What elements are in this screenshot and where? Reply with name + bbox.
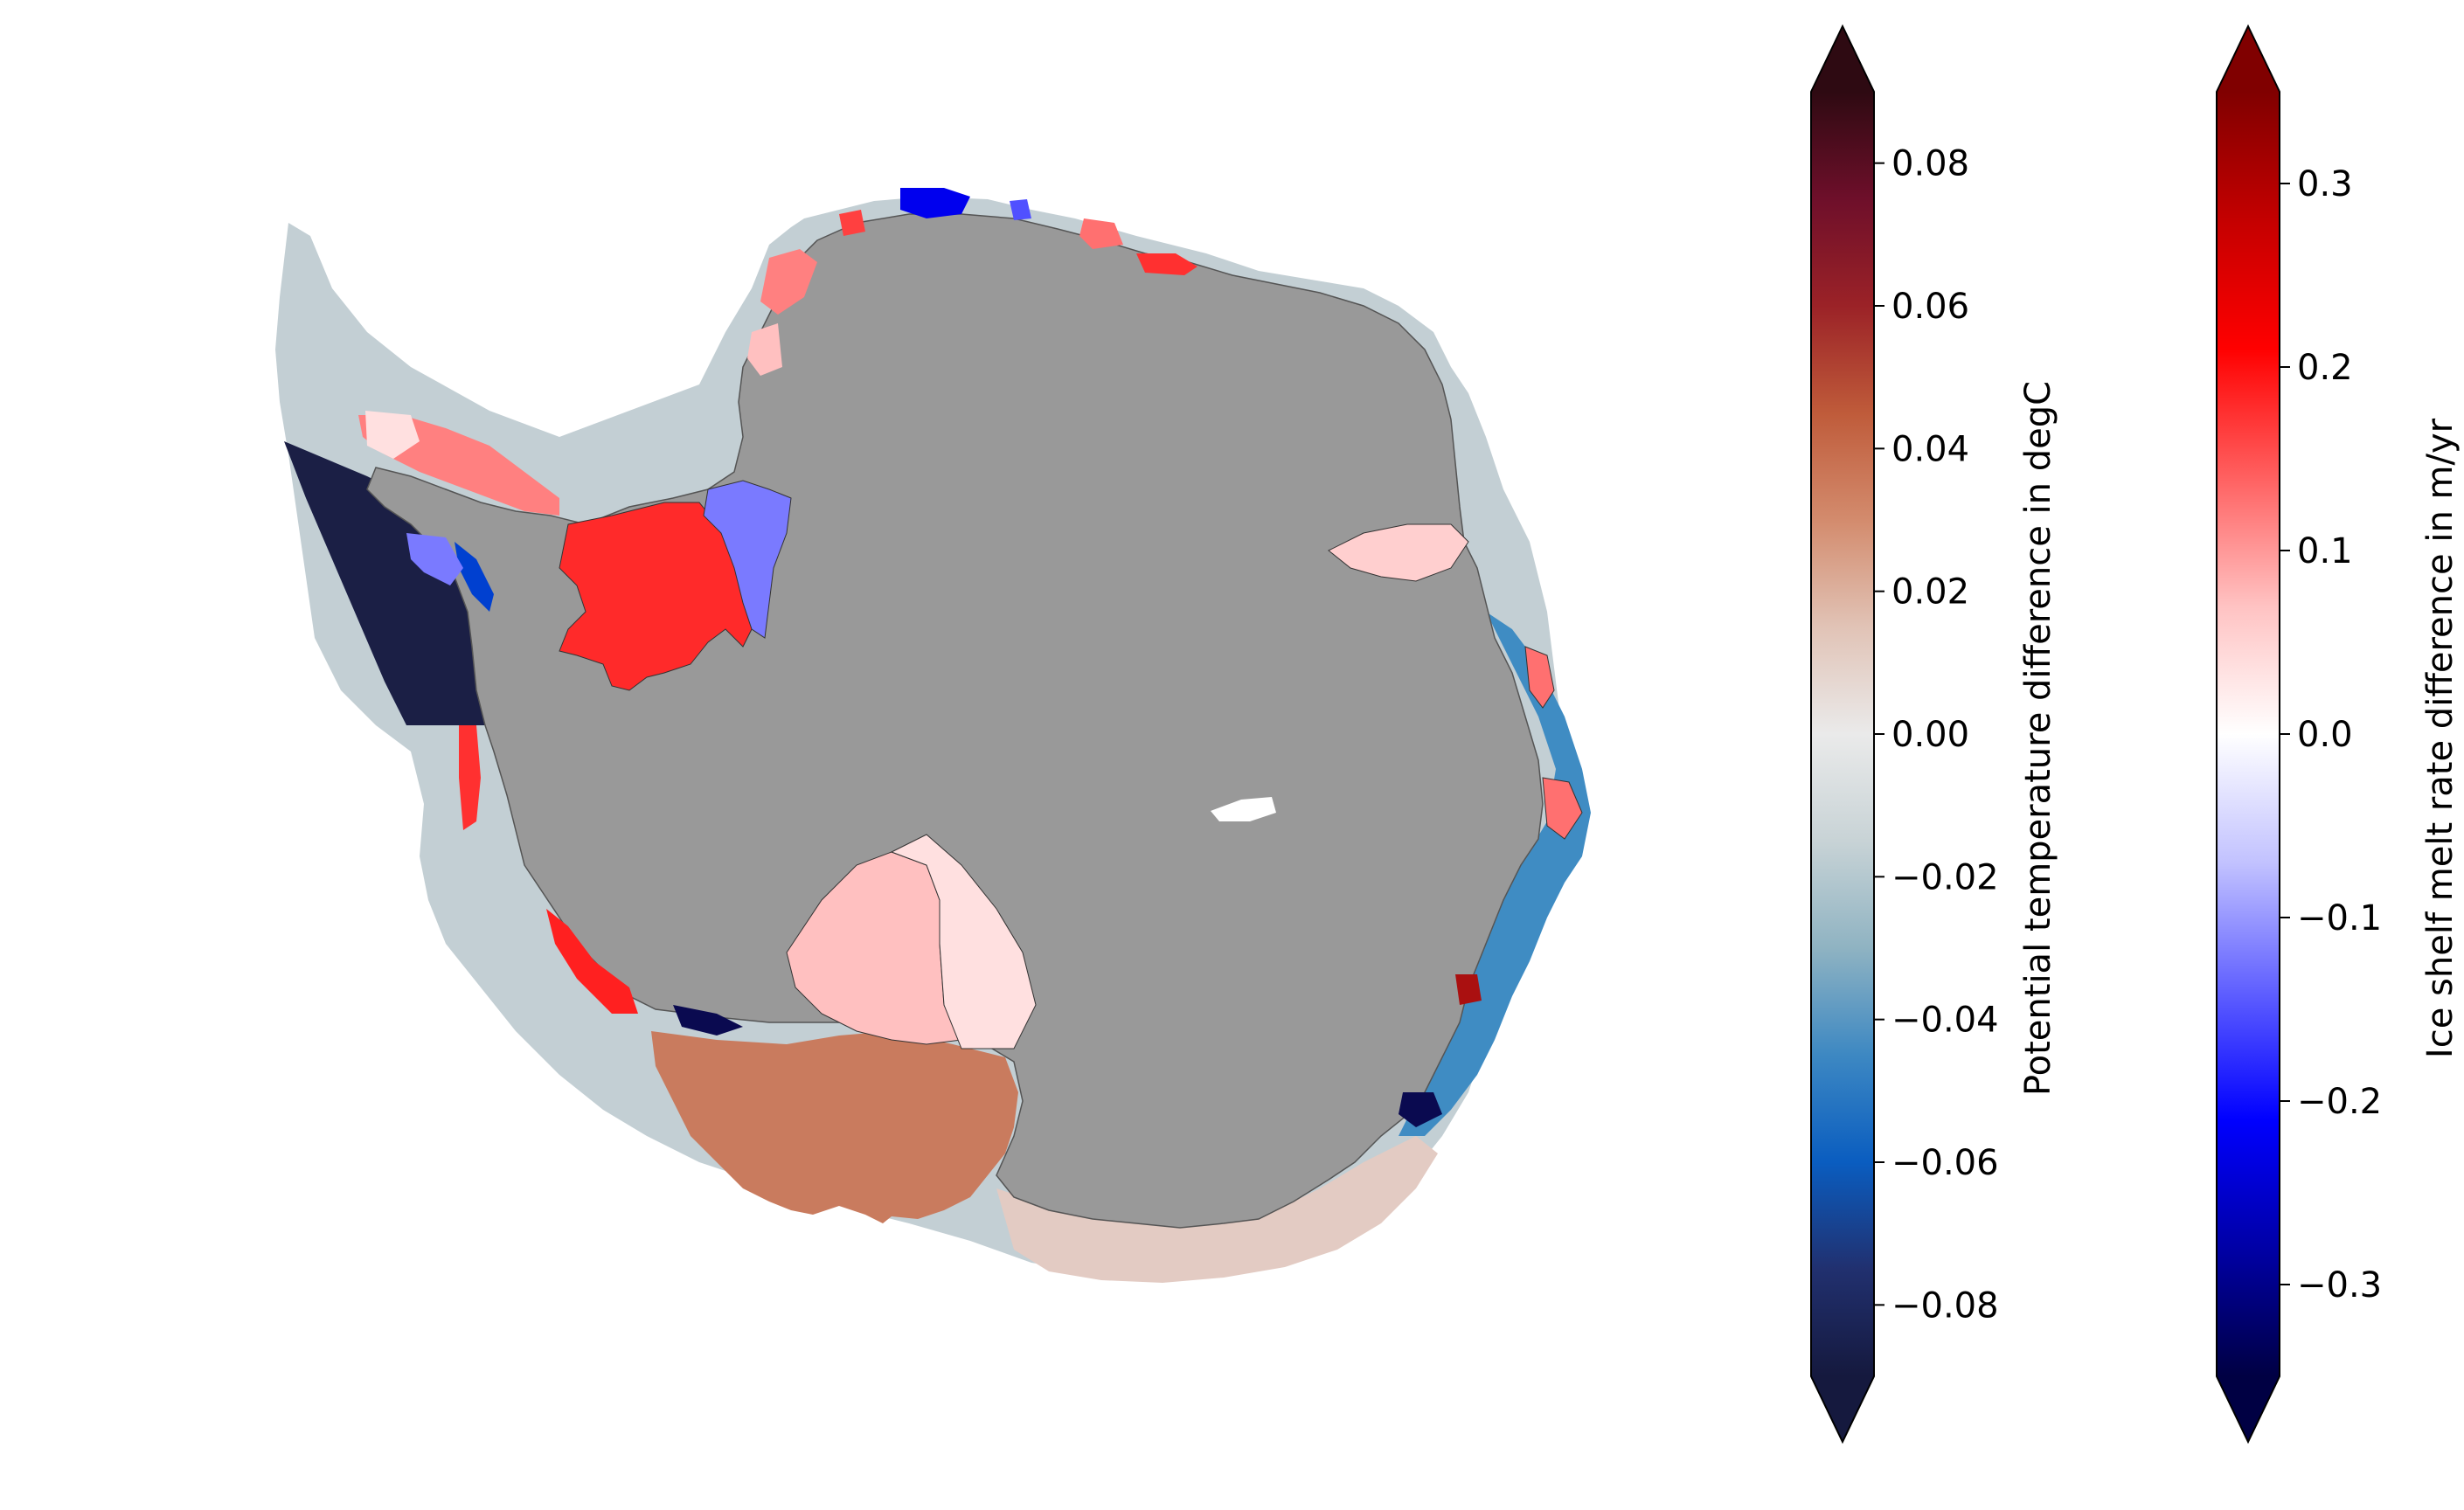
melt-tick-label: −0.2 xyxy=(2297,1082,2382,1122)
temperature-colorbar: −0.08 −0.06 −0.04 −0.02 0.00 0.02 0.04 0.06 0.08… xyxy=(1810,24,2058,1444)
bellingshausen-sea xyxy=(284,441,498,725)
dml-shelf-4 xyxy=(760,249,817,315)
temperature-colorbar-outline xyxy=(1810,24,1875,1444)
melt-colorbar-outline xyxy=(2216,24,2280,1444)
ross-ice-shelf-east xyxy=(890,834,1037,1049)
peninsula-pink-shelf xyxy=(365,411,420,459)
dml-shelf-7 xyxy=(1010,199,1031,220)
melt-colorbar-body xyxy=(2217,92,2280,1376)
temperature-tick-label: 0.04 xyxy=(1891,429,1969,469)
melt-tick-label: −0.1 xyxy=(2297,898,2382,939)
temperature-tick-label: 0.06 xyxy=(1891,287,1969,327)
lake-vostok xyxy=(1211,797,1276,821)
dml-shelf-3 xyxy=(900,188,970,218)
melt-colorbar-label: Ice shelf melt rate difference in m/yr xyxy=(2420,418,2461,1058)
melt-tick-label: −0.3 xyxy=(2297,1265,2382,1306)
temperature-colorbar-extend-top xyxy=(1811,26,1874,92)
amery-ice-shelf xyxy=(1328,523,1469,582)
melt-colorbar-extend-top xyxy=(2217,26,2280,92)
dml-shelf-6 xyxy=(839,210,865,236)
temperature-tick-label: 0.08 xyxy=(1891,144,1969,184)
melt-tick-label: 0.3 xyxy=(2297,164,2353,204)
temperature-tick-label: −0.02 xyxy=(1891,857,1999,897)
dml-shelf-5 xyxy=(747,323,782,376)
ross-sea-shelf xyxy=(651,1031,1018,1223)
antarctica-map xyxy=(275,188,1591,1283)
melt-tick-label: 0.2 xyxy=(2297,348,2353,388)
temperature-colorbar-extend-bottom xyxy=(1811,1376,1874,1442)
melt-colorbar-extend-bottom xyxy=(2217,1376,2280,1442)
melt-tick-label: 0.0 xyxy=(2297,715,2353,755)
antarctic-ice-sheet xyxy=(366,213,1544,1229)
temperature-tick-label: 0.00 xyxy=(1891,715,1969,755)
filchner-ice-shelf xyxy=(703,480,792,639)
totten-shelf xyxy=(1455,974,1482,1005)
pacific-coastal-water xyxy=(996,1136,1438,1283)
wilkes-shelves xyxy=(1399,1092,1442,1127)
getz-shelf xyxy=(673,1005,743,1036)
temperature-colorbar-body xyxy=(1811,92,1874,1376)
abbot-shelf xyxy=(459,725,481,830)
dml-shelf-1 xyxy=(1136,253,1197,275)
temperature-tick-label: −0.06 xyxy=(1891,1143,1999,1183)
melt-colorbar: −0.3 −0.2 −0.1 0.0 0.1 0.2 0.3 Ice shelf melt … xyxy=(2216,24,2461,1444)
dml-shelf-2 xyxy=(1079,218,1123,249)
temperature-tick-label: −0.08 xyxy=(1891,1285,1999,1326)
shackleton-ice-shelf xyxy=(1524,646,1555,709)
temperature-colorbar-label: Potential temperature difference in degC xyxy=(2018,381,2058,1096)
temperature-tick-label: 0.02 xyxy=(1891,572,1969,613)
east-antarctic-coastal-water xyxy=(1399,612,1591,1136)
west-ice-shelf xyxy=(1542,777,1583,840)
wilkins-shelf xyxy=(455,542,494,612)
amundsen-shelves xyxy=(546,909,638,1014)
george-vi-shelf xyxy=(406,533,463,585)
melt-tick-label: 0.1 xyxy=(2297,531,2353,571)
temperature-tick-label: −0.04 xyxy=(1891,1001,1999,1041)
